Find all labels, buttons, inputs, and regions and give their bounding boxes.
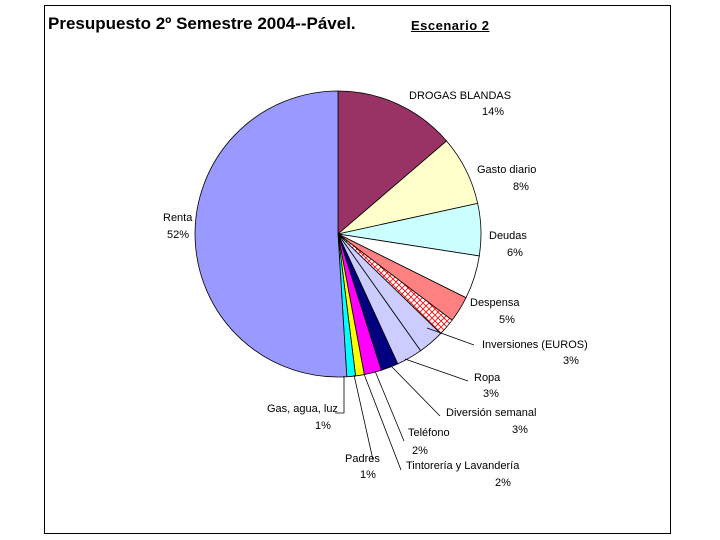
leader-line-tintoreria-y-lavanderia xyxy=(363,373,402,471)
slice-label-despensa: Despensa xyxy=(470,297,520,309)
slice-label-renta: Renta xyxy=(163,212,193,224)
slice-label-padres: Padres xyxy=(345,453,380,465)
slice-label-gas-agua-luz: Gas, agua, luz xyxy=(267,403,338,415)
slice-percent-gasto-diario: 8% xyxy=(513,181,529,193)
slice-percent-diversion-semanal: 3% xyxy=(512,424,528,436)
slice-label-diversion-semanal: Diversión semanal xyxy=(446,407,536,419)
slice-percent-inversiones-euros: 3% xyxy=(563,355,579,367)
chart-subtitle: Escenario 2 xyxy=(411,18,490,33)
pie-slice-renta xyxy=(194,90,348,378)
slice-percent-despensa: 5% xyxy=(499,314,515,326)
slice-percent-padres: 1% xyxy=(360,469,376,481)
leader-line-diversion-semanal xyxy=(390,365,441,417)
slice-label-telefono: Teléfono xyxy=(408,427,450,439)
slice-label-gasto-diario: Gasto diario xyxy=(477,164,536,176)
leader-line-inversiones-euros xyxy=(426,327,475,346)
slice-label-drogas-blandas: DROGAS BLANDAS xyxy=(409,90,511,102)
leader-line-ropa xyxy=(404,358,469,382)
slice-label-inversiones-euros: Inversiones (EUROS) xyxy=(482,339,588,351)
slice-percent-tintoreria-y-lavanderia: 2% xyxy=(495,477,511,489)
slice-percent-ropa: 3% xyxy=(483,388,499,400)
slice-label-deudas: Deudas xyxy=(489,230,527,242)
chart-title: Presupuesto 2º Semestre 2004--Pável. xyxy=(48,14,356,33)
slice-label-ropa: Ropa xyxy=(474,372,501,384)
slice-percent-renta: 52% xyxy=(167,229,189,241)
slice-percent-gas-agua-luz: 1% xyxy=(315,420,331,432)
slice-percent-deudas: 6% xyxy=(507,247,523,259)
slice-percent-telefono: 2% xyxy=(412,445,428,457)
leader-line-gas-agua-luz xyxy=(335,376,345,414)
slice-percent-drogas-blandas: 14% xyxy=(482,106,504,118)
pie-slice-drogas-blandas xyxy=(337,90,448,235)
slice-label-tintoreria-y-lavanderia: Tintorería y Lavandería xyxy=(406,460,520,472)
leader-line-padres xyxy=(353,374,374,461)
leader-line-telefono xyxy=(374,370,405,442)
